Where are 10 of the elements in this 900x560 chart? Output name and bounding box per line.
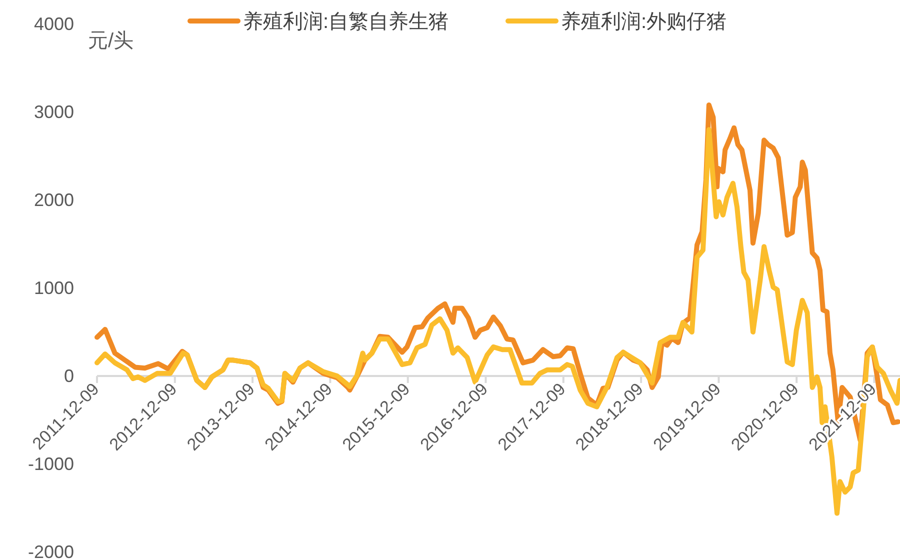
legend-label: 养殖利润:自繁自养生猪 bbox=[243, 11, 449, 33]
y-axis-title: 元/头 bbox=[88, 30, 134, 52]
y-tick-label: 2000 bbox=[34, 190, 74, 210]
y-tick-label: 1000 bbox=[34, 278, 74, 298]
y-tick-label: 0 bbox=[64, 366, 74, 386]
y-tick-label: 4000 bbox=[34, 14, 74, 34]
legend-label: 养殖利润:外购仔猪 bbox=[561, 11, 727, 33]
y-tick-label: -1000 bbox=[28, 454, 74, 474]
y-tick-label: 3000 bbox=[34, 102, 74, 122]
y-tick-label: -2000 bbox=[28, 542, 74, 560]
